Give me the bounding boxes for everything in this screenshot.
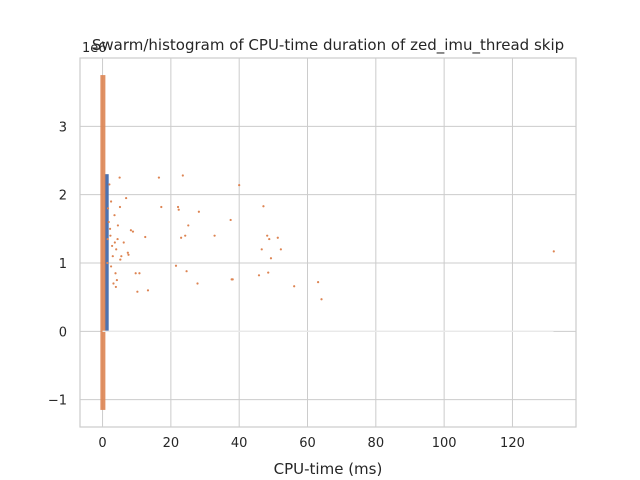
swarm-point: [262, 205, 265, 208]
swarm-point: [111, 244, 114, 248]
swarm-point: [113, 241, 116, 244]
swarm-point: [138, 272, 141, 275]
swarm-point: [116, 224, 120, 227]
chart-title: Swarm/histogram of CPU-time duration of …: [92, 36, 564, 55]
swarm-point: [316, 281, 320, 284]
swarm-point: [115, 278, 118, 282]
swarm-point: [144, 235, 147, 239]
swarm-point: [119, 258, 122, 261]
histogram-bar: [104, 174, 109, 332]
swarm-point: [293, 285, 296, 288]
y-tick-label: 3: [59, 120, 67, 135]
x-axis-label: CPU-time (ms): [274, 460, 383, 478]
x-tick-label: 100: [432, 436, 457, 451]
swarm-point: [181, 174, 184, 177]
y-tick-label: 2: [59, 189, 67, 204]
swarm-point: [109, 265, 113, 268]
swarm-point: [122, 241, 125, 244]
x-tick-label: 120: [500, 436, 525, 451]
swarm-point: [114, 272, 117, 275]
swarm-point: [127, 253, 130, 256]
swarm-point: [118, 205, 122, 209]
swarm-point: [125, 196, 128, 200]
swarm-point: [108, 183, 111, 186]
y-tick-labels: −1 0 1 2 3: [48, 120, 67, 408]
swarm-point: [180, 236, 183, 239]
swarm-point: [174, 264, 178, 267]
swarm-point: [197, 210, 200, 213]
swarm-point: [268, 237, 271, 241]
swarm-point: [146, 289, 150, 292]
y-tick-label: 0: [59, 325, 67, 340]
swarm-point: [106, 261, 109, 265]
swarm-point: [320, 298, 323, 301]
swarm-point: [238, 184, 241, 187]
swarm-point: [115, 248, 118, 251]
y-tick-label: −1: [48, 394, 67, 409]
swarm-point: [276, 236, 279, 239]
swarm-point: [213, 234, 216, 237]
swarm-point: [106, 207, 110, 210]
swarm-point: [112, 282, 115, 285]
swarm-point: [279, 248, 282, 251]
swarm-point: [111, 255, 114, 258]
swarm-point: [196, 282, 199, 285]
swarm-point: [267, 271, 270, 274]
x-tick-label: 60: [299, 436, 316, 451]
swarm-point: [160, 205, 163, 209]
swarm-point: [187, 224, 190, 227]
swarm-point: [257, 274, 261, 277]
x-tick-label: 80: [368, 436, 385, 451]
swarm-point: [129, 229, 132, 232]
swarm-point: [229, 218, 232, 222]
swarm-point: [269, 257, 273, 260]
swarm-group: [100, 75, 555, 410]
swarm-point: [126, 251, 129, 254]
swarm-point: [231, 278, 234, 281]
axes-spines: [79, 57, 577, 428]
histogram-group: [104, 174, 109, 332]
x-tick-labels: 0 20 40 60 80 100 120: [98, 436, 524, 451]
swarm-point: [131, 230, 135, 233]
y-offset-label: 1e6: [82, 41, 107, 56]
swarm-point: [185, 270, 188, 273]
swarm-point: [113, 214, 116, 217]
x-tick-label: 40: [231, 436, 248, 451]
swarm-point: [177, 208, 180, 211]
swarm-point: [116, 237, 119, 241]
swarm-point: [106, 237, 109, 241]
swarm-point: [157, 176, 161, 179]
swarm-point: [266, 234, 269, 237]
swarm-point: [136, 290, 139, 293]
swarm-point: [109, 234, 112, 237]
swarm-point: [114, 285, 117, 289]
swarm-point: [176, 205, 180, 209]
swarm-point: [109, 200, 113, 203]
x-tick-label: 20: [163, 436, 180, 451]
y-tick-label: 1: [59, 257, 67, 272]
swarm-point: [108, 227, 112, 230]
swarm-point: [184, 234, 187, 237]
swarm-point: [120, 255, 123, 258]
swarm-column: [100, 75, 106, 410]
axes-frame: [79, 57, 577, 428]
swarm-point: [134, 272, 137, 275]
swarm-point: [118, 176, 121, 179]
swarm-point: [260, 248, 263, 251]
grid-group: [80, 58, 576, 427]
swarm-point: [107, 220, 110, 224]
x-tick-label: 0: [98, 436, 106, 451]
swarm-point: [552, 250, 555, 253]
